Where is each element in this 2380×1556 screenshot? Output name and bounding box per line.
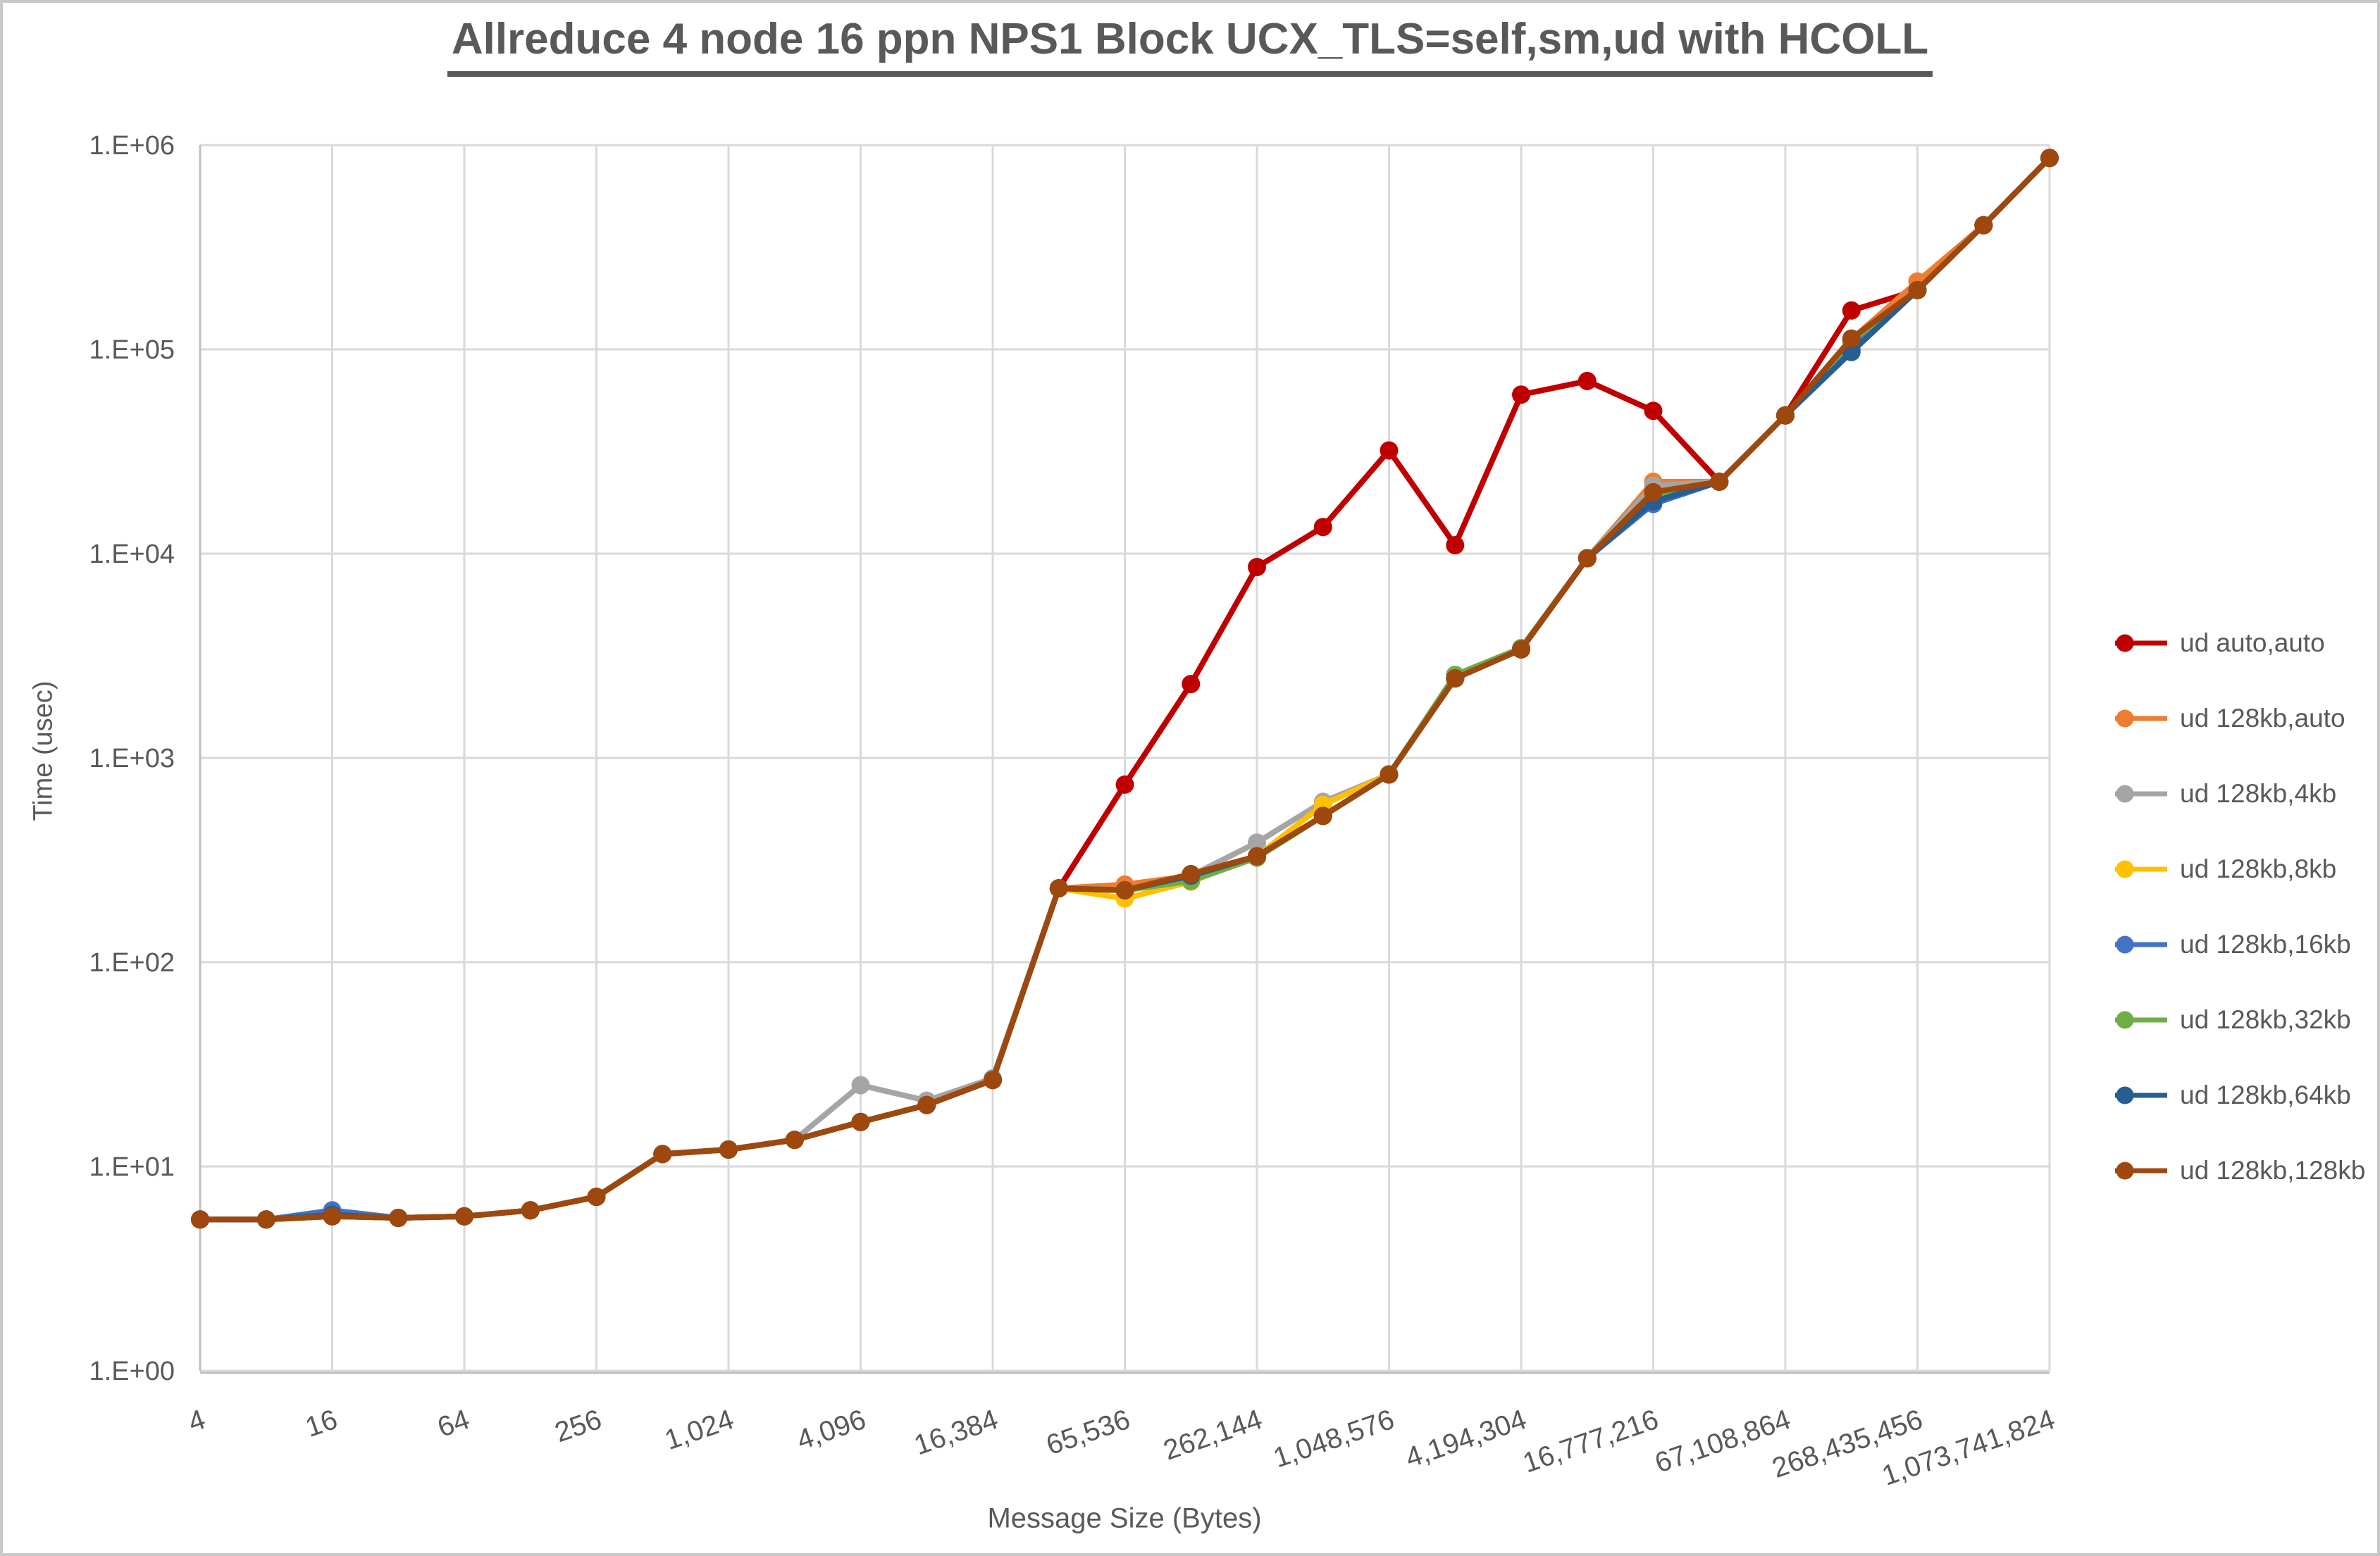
series-point-ud-128kb-128kb [1776,406,1795,425]
series-point-ud-auto-auto [1115,775,1134,794]
plot-area: 1.E+00 1.E+01 1.E+02 1.E+03 1.E+04 1.E+05 1.E+… [89,131,2059,1492]
series-point-ud-128kb-128kb [719,1140,738,1159]
x-tick-label: 256 [551,1404,605,1448]
y-tick-label: 1.E+03 [89,744,175,773]
series-point-ud-128kb-128kb [389,1209,408,1227]
legend-entry-ud-auto-auto: ud auto,auto [2114,627,2365,659]
series-point-ud-128kb-128kb [917,1095,936,1114]
series-point-ud-auto-auto [1380,441,1399,460]
series-point-ud-128kb-128kb [1908,280,1927,299]
series-point-ud-128kb-128kb [1644,483,1663,502]
series-point-ud-128kb-128kb [2040,149,2059,168]
legend-marker-icon [2115,785,2167,802]
series-point-ud-128kb-4kb [851,1076,870,1095]
y-tick-label: 1.E+00 [89,1357,175,1386]
legend-entry-ud-128kb-128kb: ud 128kb,128kb [2114,1154,2365,1186]
x-tick-label: 4 [185,1404,209,1438]
x-tick-label: 65,536 [1042,1404,1134,1461]
series-point-ud-128kb-128kb [1115,880,1134,900]
x-axis-title: Message Size (Bytes) [987,1502,1262,1534]
x-tick-label: 16,777,216 [1519,1404,1663,1479]
x-tick-label: 64 [434,1404,473,1443]
x-tick-label: 4,194,304 [1401,1404,1530,1474]
legend-entry-ud-128kb-32kb: ud 128kb,32kb [2114,1004,2365,1035]
series-point-ud-auto-auto [1512,385,1530,404]
series-point-ud-auto-auto [1644,402,1663,421]
series-point-ud-128kb-128kb [1446,669,1465,688]
legend-marker-icon [2115,634,2167,652]
series-point-ud-128kb-128kb [1313,807,1332,826]
legend-entry-ud-128kb-4kb: ud 128kb,4kb [2114,778,2365,809]
series-point-ud-128kb-128kb [587,1188,606,1207]
legend-marker-icon [2115,1011,2167,1028]
legend-entry-ud-128kb-auto: ud 128kb,auto [2114,702,2365,734]
series-point-ud-128kb-128kb [1974,216,1993,235]
series-point-ud-auto-auto [1578,371,1597,390]
y-tick-label: 1.E+01 [89,1152,175,1182]
series-point-ud-128kb-128kb [1578,549,1597,568]
legend-label: ud 128kb,auto [2180,703,2345,733]
series-point-ud-128kb-128kb [1380,765,1399,784]
series-point-ud-128kb-4kb [1248,833,1266,852]
series-point-ud-128kb-128kb [851,1112,870,1131]
legend-marker-icon [2115,860,2167,878]
legend-marker-icon [2115,709,2167,727]
series-point-ud-auto-auto [1313,518,1332,537]
legend: ud auto,auto ud 128kb,auto ud 128kb,4kb ud … [2114,627,2365,1186]
legend-marker-icon [2115,935,2167,953]
y-tick-label: 1.E+04 [89,540,175,569]
legend-label: ud 128kb,32kb [2180,1004,2351,1034]
series-point-ud-128kb-128kb [455,1207,473,1226]
series-point-ud-auto-auto [1182,675,1201,694]
y-tick-label: 1.E+02 [89,948,175,978]
legend-label: ud 128kb,64kb [2180,1080,2351,1109]
series-point-ud-128kb-128kb [1842,329,1861,348]
series-point-ud-128kb-128kb [1710,472,1729,491]
legend-entry-ud-128kb-64kb: ud 128kb,64kb [2114,1079,2365,1111]
series-point-ud-128kb-128kb [1248,847,1266,866]
x-tick-label: 262,144 [1160,1404,1266,1467]
legend-marker-icon [2115,1162,2167,1179]
series-point-ud-128kb-128kb [521,1201,540,1220]
x-tick-label: 1,048,576 [1270,1404,1399,1474]
x-tick-label: 1,024 [661,1404,738,1456]
y-tick-label: 1.E+06 [89,131,175,161]
series-point-ud-auto-auto [1248,558,1266,576]
legend-label: ud 128kb,128kb [2180,1155,2366,1185]
legend-label: ud auto,auto [2180,628,2325,657]
series-point-ud-128kb-128kb [653,1145,672,1164]
series-point-ud-128kb-128kb [323,1207,342,1226]
series-point-ud-128kb-128kb [256,1210,275,1229]
x-tick-label: 4,096 [793,1404,869,1456]
series-point-ud-128kb-128kb [785,1131,804,1150]
chart-title: Allreduce 4 node 16 ppn NPS1 Block UCX_T… [447,14,1933,77]
series-point-ud-auto-auto [1446,536,1465,554]
y-tick-label: 1.E+05 [89,335,175,365]
legend-label: ud 128kb,16kb [2180,929,2351,959]
x-tick-label: 16,384 [910,1404,1002,1461]
series-point-ud-128kb-128kb [1512,640,1530,659]
legend-label: ud 128kb,8kb [2180,854,2337,883]
legend-entry-ud-128kb-8kb: ud 128kb,8kb [2114,853,2365,885]
series-point-ud-auto-auto [1842,301,1861,320]
series-point-ud-128kb-128kb [984,1071,1002,1090]
title-area: Allreduce 4 node 16 ppn NPS1 Block UCX_T… [3,14,2377,77]
legend-label: ud 128kb,4kb [2180,778,2337,808]
series-point-ud-128kb-128kb [1049,879,1068,898]
series-point-ud-128kb-128kb [191,1210,209,1229]
x-tick-label: 16 [302,1404,341,1443]
legend-marker-icon [2115,1086,2167,1104]
legend-entry-ud-128kb-16kb: ud 128kb,16kb [2114,928,2365,960]
series-point-ud-128kb-128kb [1182,864,1201,883]
